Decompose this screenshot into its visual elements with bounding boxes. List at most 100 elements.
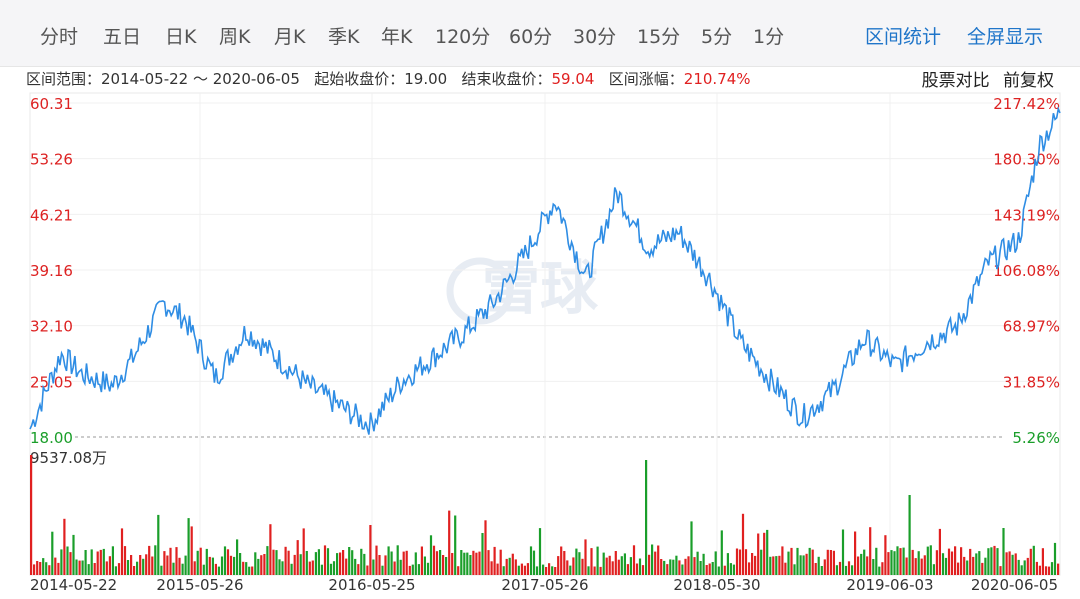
x-tick: 2019-06-03 (846, 576, 933, 594)
tab-1min[interactable]: 1分 (753, 26, 785, 48)
volume-bar (775, 556, 778, 575)
volume-bar (569, 565, 572, 575)
volume-bar (832, 550, 835, 575)
forward-adjust-button[interactable]: 前复权 (1003, 71, 1054, 91)
volume-bar (145, 554, 148, 575)
volume-bar (435, 551, 439, 575)
volume-bar (1002, 528, 1005, 575)
volume-bar (869, 527, 872, 575)
tab-120min[interactable]: 120分 (435, 26, 491, 48)
volume-bar (545, 567, 548, 575)
volume-bar (708, 563, 711, 575)
tab-weekly-k[interactable]: 周K (219, 26, 251, 48)
volume-bar (811, 549, 814, 575)
volume-bar (978, 551, 981, 575)
volume-bar (320, 564, 323, 575)
volume-bar (408, 565, 411, 575)
volume-bar (857, 556, 860, 575)
volume-bar (981, 562, 984, 575)
volume-bar (99, 549, 102, 575)
volume-bar (681, 564, 684, 575)
volume-bar (432, 545, 436, 575)
volume-bar (323, 545, 327, 575)
volume-bar (651, 544, 654, 575)
volume-bar (1047, 566, 1051, 575)
volume-bar (75, 559, 78, 575)
volume-bar (947, 548, 951, 575)
volume-bar (187, 518, 190, 575)
volume-bar (466, 552, 469, 575)
volume-bar (139, 555, 142, 575)
volume-bar (196, 550, 199, 575)
volume-bar (69, 552, 72, 575)
volume-bar (617, 559, 620, 575)
volume-bar (205, 548, 208, 575)
volume-bar (66, 546, 69, 575)
tab-daily-k[interactable]: 日K (165, 26, 197, 48)
volume-bar (190, 526, 193, 575)
volume-bar (166, 555, 169, 575)
tab-yearly-k[interactable]: 年K (381, 26, 413, 48)
volume-bar (399, 559, 402, 575)
volume-bar (847, 561, 851, 575)
y-left-tick: 18.00 (30, 429, 73, 447)
volume-bar (120, 528, 124, 575)
tab-5min[interactable]: 5分 (701, 26, 733, 48)
volume-bar (239, 553, 242, 575)
volume-bar (566, 560, 569, 575)
volume-bar (920, 558, 923, 575)
volume-bar (245, 562, 248, 575)
volume-bars (30, 455, 1060, 575)
tab-monthly-k[interactable]: 月K (274, 26, 306, 48)
volume-bar (266, 546, 269, 575)
volume-bar (293, 554, 296, 575)
volume-bar (284, 546, 287, 575)
volume-bar (229, 555, 233, 575)
stock-compare-button[interactable]: 股票对比 (921, 71, 990, 91)
fullscreen-button[interactable]: 全屏显示 (967, 26, 1044, 48)
volume-bar (905, 557, 908, 575)
volume-bar (741, 513, 745, 575)
volume-bar (732, 564, 735, 575)
volume-bar (378, 555, 381, 575)
volume-bar (896, 546, 899, 575)
volume-bar (560, 546, 563, 575)
volume-bar (484, 520, 487, 575)
period-tab-bar: 分时 五日 日K 周K 月K 季K 年K 120分 60分 30分 15分 5分… (0, 0, 1080, 67)
volume-bar (729, 563, 732, 575)
volume-bar (984, 557, 987, 575)
tab-15min[interactable]: 15分 (637, 26, 681, 48)
y-left-tick: 25.05 (30, 373, 73, 391)
volume-bar (954, 546, 957, 575)
volume-bar (999, 566, 1002, 575)
tab-intraday[interactable]: 分时 (40, 26, 79, 48)
tab-60min[interactable]: 60分 (509, 26, 553, 48)
volume-bar (405, 550, 408, 575)
volume-bar (614, 551, 617, 575)
volume-bar (899, 548, 902, 575)
volume-bar (90, 549, 93, 575)
volume-bar (493, 546, 496, 575)
volume-bar (81, 560, 84, 575)
volume-bar (932, 564, 935, 575)
range-change-label: 区间涨幅： (608, 70, 684, 88)
tab-quarterly-k[interactable]: 季K (328, 26, 360, 48)
volume-bar (1005, 552, 1008, 575)
volume-bar (944, 557, 948, 575)
volume-bar (151, 556, 154, 575)
volume-bar (911, 549, 914, 575)
volume-bar (93, 563, 96, 575)
range-stats-button[interactable]: 区间统计 (865, 26, 942, 48)
end-price-label: 结束收盘价： (461, 70, 552, 88)
volume-bar (30, 455, 33, 575)
volume-bar (605, 557, 608, 575)
tab-30min[interactable]: 30分 (573, 26, 617, 48)
volume-bar (354, 558, 357, 575)
volume-bar (778, 555, 781, 575)
volume-bar (442, 555, 445, 575)
tab-five-day[interactable]: 五日 (103, 26, 142, 48)
volume-bar (302, 528, 305, 575)
volume-bar (584, 539, 587, 575)
volume-bar (657, 545, 660, 575)
volume-bar (1008, 551, 1011, 575)
